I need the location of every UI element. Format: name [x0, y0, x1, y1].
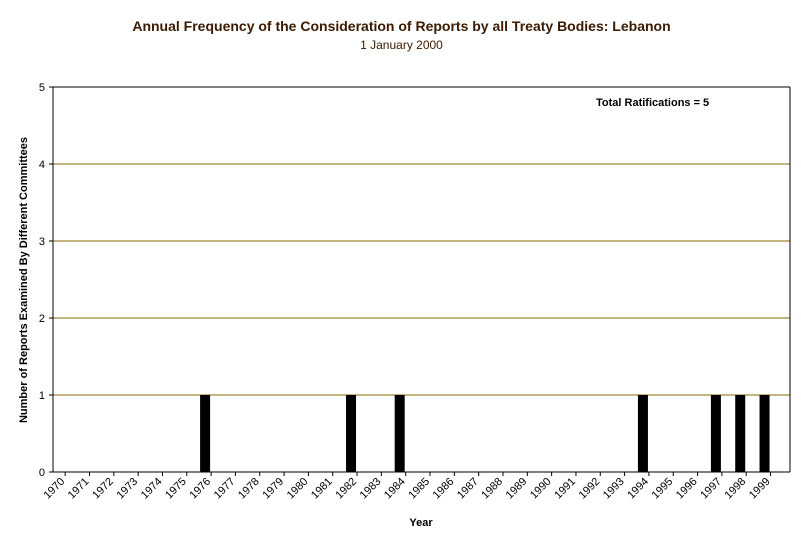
x-tick-label: 1992: [577, 476, 603, 502]
x-tick-label: 1976: [187, 476, 213, 502]
x-tick-label: 1988: [479, 476, 505, 502]
bar-1982: [346, 395, 357, 472]
x-tick-label: 1995: [650, 476, 676, 502]
x-tick-label: 1985: [406, 476, 432, 502]
x-tick-labels: 1970197119721973197419751976197719781979…: [41, 476, 772, 502]
x-tick-label: 1993: [601, 476, 627, 502]
x-tick-label: 1982: [333, 476, 359, 502]
x-tick-label: 1991: [552, 476, 578, 502]
axes: [49, 86, 791, 476]
y-tick-label: 5: [39, 82, 45, 94]
x-tick-label: 1981: [309, 476, 335, 502]
x-tick-label: 1974: [139, 476, 165, 502]
x-axis-label: Year: [409, 517, 433, 529]
x-tick-label: 1983: [358, 476, 384, 502]
y-tick-labels: 0 1 2 3 4 5: [39, 82, 45, 479]
bar-1997: [710, 395, 721, 472]
gridlines: [53, 86, 790, 396]
x-tick-label: 1996: [674, 476, 700, 502]
bar-1999: [759, 395, 770, 472]
y-tick-label: 0: [39, 467, 45, 479]
y-axis-label: Number of Reports Examined By Different …: [18, 137, 30, 423]
x-tick-label: 1977: [212, 476, 238, 502]
chart-subtitle: 1 January 2000: [360, 38, 443, 52]
y-tick-label: 3: [39, 236, 45, 248]
x-tick-label: 1973: [114, 476, 140, 502]
y-tick-label: 4: [39, 159, 45, 171]
chart-title: Annual Frequency of the Consideration of…: [132, 18, 671, 34]
bar-1998: [735, 395, 746, 472]
x-tick-label: 1975: [163, 476, 189, 502]
bars: [200, 395, 770, 472]
x-tick-label: 1990: [528, 476, 554, 502]
y-tick-label: 2: [39, 313, 45, 325]
x-tick-label: 1984: [382, 476, 408, 502]
x-tick-label: 1989: [504, 476, 530, 502]
x-tick-label: 1994: [625, 476, 651, 502]
x-tick-label: 1978: [236, 476, 262, 502]
x-tick-label: 1986: [431, 476, 457, 502]
x-tick-label: 1972: [90, 476, 116, 502]
x-tick-label: 1980: [285, 476, 311, 502]
x-tick-label: 1999: [747, 476, 773, 502]
total-ratifications-annotation: Total Ratifications = 5: [596, 97, 709, 109]
bar-1976: [200, 395, 211, 472]
y-tick-label: 1: [39, 390, 45, 402]
x-tick-label: 1971: [66, 476, 92, 502]
x-tick-label: 1998: [723, 476, 749, 502]
x-tick-label: 1970: [41, 476, 67, 502]
bar-1994: [637, 395, 648, 472]
x-tick-label: 1997: [698, 476, 724, 502]
bar-1984: [394, 395, 405, 472]
x-tick-label: 1979: [260, 476, 286, 502]
x-tick-label: 1987: [455, 476, 481, 502]
